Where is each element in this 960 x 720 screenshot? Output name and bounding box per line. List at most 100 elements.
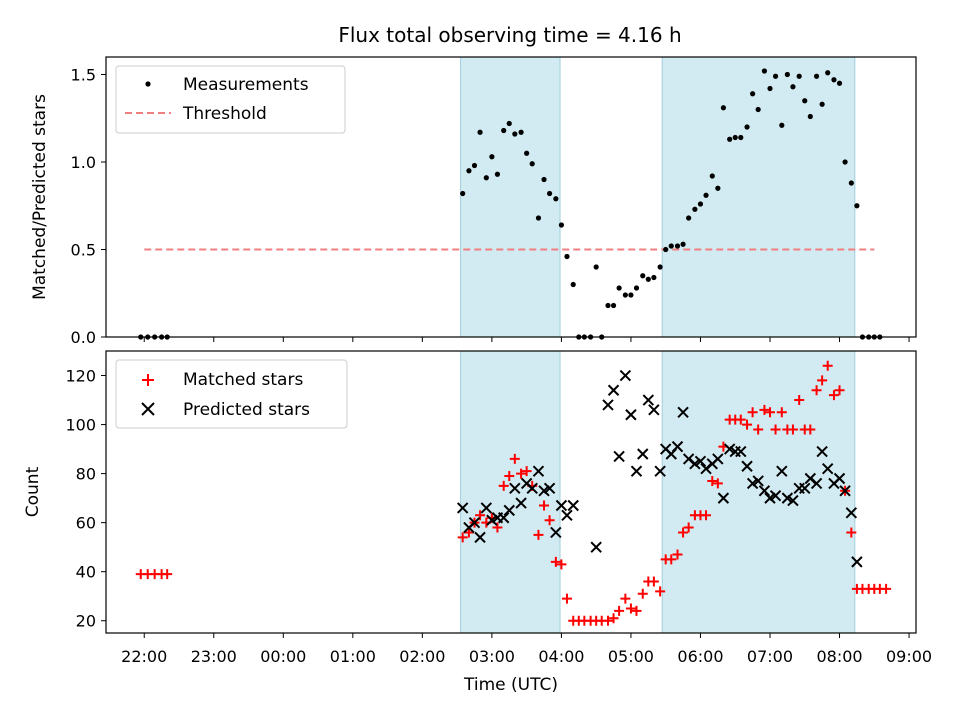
measurement-point <box>825 70 831 76</box>
bottom-axes-frame <box>105 350 917 634</box>
predicted-point <box>845 507 858 519</box>
matched-point <box>561 593 572 604</box>
y-tick-label: 80 <box>76 465 96 484</box>
measurement-point <box>524 150 530 156</box>
matched-point <box>544 515 555 526</box>
matched-point <box>805 424 816 435</box>
predicted-point <box>717 492 730 504</box>
matched-point <box>707 475 718 486</box>
predicted-point <box>468 516 481 529</box>
predicted-point <box>712 453 724 465</box>
predicted-point <box>839 485 851 497</box>
predicted-point <box>816 445 828 458</box>
measurement-point <box>807 113 813 120</box>
measurement-point <box>593 264 599 270</box>
bottom-y-ticks: 20 40 60 80 100 120 <box>65 367 106 631</box>
x-tick-label: 09:00 <box>886 647 932 666</box>
measurement-point <box>715 185 721 191</box>
matched-point <box>881 583 892 594</box>
legend-predicted-label: Predicted stars <box>183 400 310 420</box>
measurement-point <box>761 68 768 74</box>
measurement-point <box>501 127 507 134</box>
measurement-point <box>483 175 489 181</box>
predicted-point <box>677 406 689 419</box>
measurement-point <box>564 253 570 260</box>
shaded-interval <box>661 350 856 634</box>
matched-point <box>608 613 619 624</box>
matched-point <box>822 360 833 371</box>
measurement-point <box>686 215 692 221</box>
x-axis-label: Time (UTC) <box>463 675 558 695</box>
measurement-point <box>732 134 738 141</box>
x-tick-label: 01:00 <box>330 647 376 666</box>
matched-point <box>550 556 561 567</box>
matched-point <box>828 390 839 401</box>
measurement-point <box>657 264 663 270</box>
predicted-point <box>769 489 782 502</box>
measurement-point <box>750 91 756 97</box>
matched-point <box>516 468 527 479</box>
measurement-point <box>796 73 802 79</box>
measurement-point <box>848 180 854 186</box>
matched-point <box>759 404 770 415</box>
x-tick-label: 08:00 <box>816 647 862 666</box>
measurement-point <box>622 292 628 298</box>
matched-point <box>735 414 746 425</box>
predicted-point <box>480 502 493 514</box>
measurement-point <box>616 285 622 291</box>
matched-point <box>666 554 677 565</box>
measurement-point <box>651 274 657 281</box>
matched-point <box>834 385 845 396</box>
matched-point <box>794 395 805 406</box>
x-tick-label: 07:00 <box>747 647 793 666</box>
measurement-point <box>541 176 547 183</box>
top-axes-frame <box>105 56 917 338</box>
legend-predicted-marker <box>141 402 155 416</box>
x-tick-label: 04:00 <box>538 647 584 666</box>
y-tick-label: 40 <box>76 563 96 582</box>
predicted-point <box>613 450 625 463</box>
x-tick-label: 02:00 <box>399 647 445 666</box>
legend-measurements-label: Measurements <box>183 75 309 95</box>
predicted-point <box>851 556 863 568</box>
predicted-point <box>590 541 602 553</box>
matched-point <box>625 603 636 614</box>
predicted-point <box>474 531 486 544</box>
matched-point <box>701 510 712 521</box>
y-tick-label: 0.5 <box>71 241 96 260</box>
predicted-point <box>607 384 620 396</box>
predicted-point <box>555 499 568 512</box>
matched-point <box>747 407 758 418</box>
legend-threshold-label: Threshold <box>182 104 267 124</box>
predicted-point <box>799 482 811 495</box>
top-x-ticks <box>143 337 910 342</box>
predicted-point <box>694 455 707 468</box>
measurement-point <box>779 122 785 128</box>
measurement-point <box>610 302 617 309</box>
predicted-point <box>642 394 655 406</box>
matched-point <box>712 478 723 489</box>
top-measurement-points <box>138 68 883 340</box>
bottom-legend: Matched stars Predicted stars <box>115 359 348 429</box>
matched-point <box>742 419 753 430</box>
predicted-point <box>648 404 660 416</box>
y-tick-label: 1.5 <box>71 66 96 85</box>
measurement-point <box>518 129 524 135</box>
measurement-point <box>477 129 483 135</box>
predicted-point <box>735 445 747 458</box>
figure-title: Flux total observing time = 4.16 h <box>338 23 681 47</box>
measurement-point <box>831 77 837 83</box>
x-tick-label: 23:00 <box>191 647 237 666</box>
predicted-point <box>526 482 538 495</box>
measurement-point <box>727 136 733 142</box>
predicted-point <box>619 369 632 382</box>
bottom-x-ticks: 22:00 23:00 00:00 01:00 02:00 03:00 04:00 05:00… <box>121 633 932 666</box>
measurement-point <box>663 246 669 253</box>
measurement-point <box>553 196 559 202</box>
bottom-panel: 20 40 60 80 100 120 22:00 23:00 00:00 01:00 02:00… <box>23 350 932 695</box>
matched-point <box>602 615 613 626</box>
measurement-point <box>842 159 848 165</box>
measurement-point <box>633 285 640 291</box>
measurement-point <box>802 98 808 104</box>
